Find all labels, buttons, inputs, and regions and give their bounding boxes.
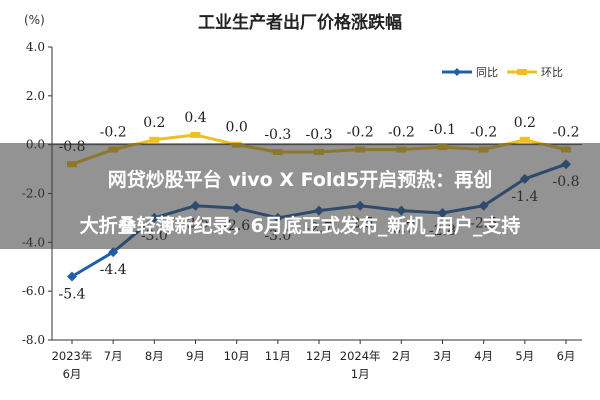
- x-tick-label: 7月: [104, 349, 123, 363]
- overlay-banner-background: [0, 143, 600, 249]
- x-tick-label: 6月: [557, 349, 576, 363]
- legend-swatch-marker: [453, 68, 461, 76]
- series-point: [519, 136, 530, 143]
- x-tick-label: 11月: [265, 349, 291, 363]
- data-label: -0.2: [100, 125, 127, 141]
- data-label: 0.2: [514, 115, 536, 131]
- y-tick-label: -6.0: [22, 284, 45, 298]
- x-tick-labels: 2023年 6月 7月 8月 9月 10月 11月 12月 2024年 1月 2月 3月 4月 5月 6月: [52, 340, 576, 381]
- chart-legend: 同比 环比: [442, 66, 563, 79]
- y-unit-label: (%): [24, 13, 45, 27]
- x-tick-label: 10月: [224, 349, 250, 363]
- series-point: [190, 131, 201, 138]
- y-tick-label: 2.0: [26, 89, 45, 103]
- y-tick-label: -8.0: [22, 333, 45, 347]
- overlay-banner: 网贷炒股平台 vivo X Fold5开启预热：再创 大折叠轻薄新纪录，6月底正…: [0, 143, 600, 249]
- x-tick-label: 2023年: [52, 349, 93, 363]
- x-tick-label: 9月: [186, 349, 205, 363]
- x-tick-label: 2024年: [340, 349, 381, 363]
- x-tick-label: 6月: [63, 367, 82, 381]
- chart-title: 工业生产者出厂价格涨跌幅: [198, 12, 402, 33]
- legend-label: 同比: [476, 66, 498, 79]
- data-label: -0.2: [553, 125, 580, 141]
- data-label: 0.0: [226, 120, 248, 136]
- data-label: -0.3: [264, 127, 291, 143]
- data-label: -5.4: [59, 287, 86, 303]
- x-tick-label: 5月: [515, 349, 534, 363]
- x-tick-label: 12月: [306, 349, 332, 363]
- overlay-banner-line-1: 网贷炒股平台 vivo X Fold5开启预热：再创: [108, 168, 492, 191]
- overlay-banner-line-2: 大折叠轻薄新纪录，6月底正式发布_新机_用户_支持: [80, 214, 521, 237]
- y-tick-label: 4.0: [26, 40, 45, 54]
- x-tick-label: 8月: [145, 349, 164, 363]
- x-tick-label: 4月: [474, 349, 493, 363]
- data-label: -0.2: [388, 125, 415, 141]
- legend-swatch-marker: [517, 69, 527, 75]
- data-label: -0.2: [470, 125, 497, 141]
- legend-label: 环比: [541, 66, 563, 79]
- data-label: 0.2: [143, 115, 165, 131]
- x-tick-label: 1月: [351, 367, 370, 381]
- data-label: -0.2: [347, 125, 374, 141]
- x-tick-label: 3月: [433, 349, 452, 363]
- data-label: -0.3: [306, 127, 333, 143]
- data-label: -0.1: [429, 122, 456, 138]
- series-point: [108, 247, 119, 258]
- x-tick-label: 2月: [392, 349, 411, 363]
- data-label: -4.4: [100, 262, 127, 278]
- data-label: 0.4: [184, 110, 206, 126]
- series-point: [149, 136, 160, 143]
- series-point: [67, 271, 77, 282]
